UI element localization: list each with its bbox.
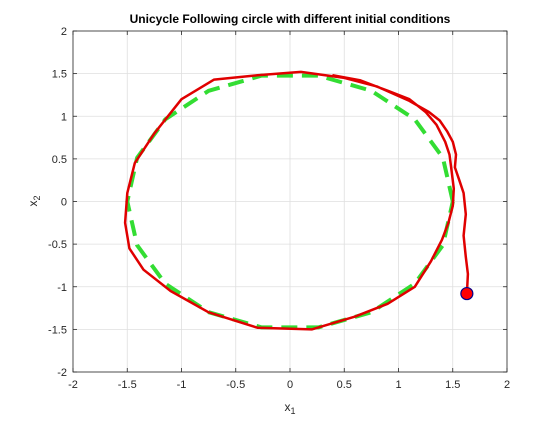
- x-tick-label: -0.5: [226, 379, 245, 391]
- y-tick-label: 0: [61, 197, 67, 209]
- x-axis-label-subscript: 1: [290, 406, 295, 416]
- marker-layer: [460, 286, 474, 301]
- x-tick-label: 1: [395, 379, 401, 391]
- x-tick-label: 0.5: [337, 379, 352, 391]
- x-tick-label: -2: [68, 379, 78, 391]
- y-axis-label-subscript: 2: [32, 195, 42, 200]
- x-tick-label: -1.5: [118, 379, 137, 391]
- x-tick-label: -1: [177, 379, 187, 391]
- x-axis-label: x1: [284, 400, 295, 416]
- series-layer: [123, 70, 470, 331]
- tick-labels: -2 -1.5 -1 -0.5 0 0.5 1 1.5 2 -2 -1.5 -1 -0.5 0 0.5 1 1.…: [48, 26, 510, 391]
- x-tick-label: 1.5: [445, 379, 460, 391]
- x-tick-label: 2: [504, 379, 510, 391]
- y-tick-label: 0.5: [52, 154, 67, 166]
- y-tick-label: -2: [57, 367, 67, 379]
- y-tick-label: -1: [57, 282, 67, 294]
- y-tick-label: 2: [61, 26, 67, 38]
- y-tick-label: 1.5: [52, 69, 67, 81]
- chart-title: Unicycle Following circle with different…: [130, 12, 451, 26]
- y-axis-label: x2: [26, 195, 42, 206]
- ticks: [72, 30, 508, 373]
- start-point-marker: [460, 286, 474, 301]
- y-axis-label-main: x: [26, 201, 40, 207]
- y-tick-label: -0.5: [48, 239, 67, 251]
- trajectory-line: [123, 70, 470, 331]
- x-tick-label: 0: [287, 379, 293, 391]
- y-tick-label: -1.5: [48, 324, 67, 336]
- x-axis-label-main: x: [284, 400, 290, 414]
- y-tick-label: 1: [61, 111, 67, 123]
